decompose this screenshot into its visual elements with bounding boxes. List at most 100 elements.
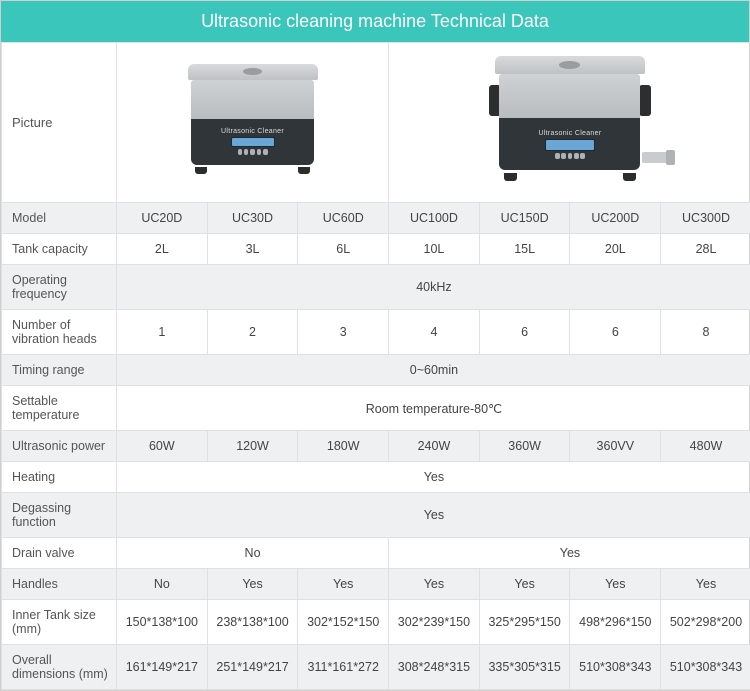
cell-overall-dimensions: 251*149*217: [207, 645, 298, 690]
cell-ultrasonic-power: 120W: [207, 431, 298, 462]
product-feet: [504, 173, 636, 181]
cell-inner-tank: 302*239*150: [389, 600, 480, 645]
product-handle-right: [639, 85, 651, 116]
cell-handles: No: [117, 569, 208, 600]
product-button: [561, 153, 566, 159]
product-lcd: [545, 139, 596, 150]
spec-table: Picture Ultrasonic Cleaner: [1, 42, 750, 690]
table-title: Ultrasonic cleaning machine Technical Da…: [1, 1, 749, 42]
cell-inner-tank: 325*295*150: [479, 600, 570, 645]
product-brand-text: Ultrasonic Cleaner: [221, 128, 284, 135]
row-degassing: Degassing function Yes: [2, 493, 750, 538]
cell-ultrasonic-power: 480W: [661, 431, 750, 462]
row-picture: Picture Ultrasonic Cleaner: [2, 43, 750, 203]
product-lcd: [231, 137, 275, 147]
label-inner-tank: Inner Tank size (mm): [2, 600, 117, 645]
product-button: [244, 149, 249, 155]
cell-timing-range: 0~60min: [117, 355, 750, 386]
label-timing-range: Timing range: [2, 355, 117, 386]
label-heating: Heating: [2, 462, 117, 493]
product-button: [250, 149, 255, 155]
cell-vibration-heads: 2: [207, 310, 298, 355]
cell-ultrasonic-power: 240W: [389, 431, 480, 462]
product-body: [191, 80, 313, 119]
product-button-row: [238, 149, 268, 155]
spec-table-container: Ultrasonic cleaning machine Technical Da…: [0, 0, 750, 691]
cell-vibration-heads: 1: [117, 310, 208, 355]
row-settable-temperature: Settable temperature Room temperature-80…: [2, 386, 750, 431]
cell-inner-tank: 498*296*150: [570, 600, 661, 645]
cell-ultrasonic-power: 180W: [298, 431, 389, 462]
product-button: [257, 149, 262, 155]
cell-handles: Yes: [298, 569, 389, 600]
cell-handles: Yes: [389, 569, 480, 600]
row-heating: Heating Yes: [2, 462, 750, 493]
product-image-large: Ultrasonic Cleaner: [495, 56, 645, 186]
product-feet: [195, 167, 309, 174]
row-ultrasonic-power: Ultrasonic power 60W 120W 180W 240W 360W…: [2, 431, 750, 462]
row-inner-tank: Inner Tank size (mm) 150*138*100 238*138…: [2, 600, 750, 645]
label-handles: Handles: [2, 569, 117, 600]
label-vibration-heads: Number of vibration heads: [2, 310, 117, 355]
product-button: [238, 149, 243, 155]
cell-ultrasonic-power: 60W: [117, 431, 208, 462]
product-brand-text: Ultrasonic Cleaner: [538, 130, 601, 137]
cell-settable-temperature: Room temperature-80℃: [117, 386, 750, 431]
cell-drain-valve-no: No: [117, 538, 389, 569]
cell-model: UC20D: [117, 203, 208, 234]
cell-overall-dimensions: 311*161*272: [298, 645, 389, 690]
label-drain-valve: Drain valve: [2, 538, 117, 569]
cell-tank-capacity: 10L: [389, 234, 480, 265]
cell-overall-dimensions: 510*308*343: [661, 645, 750, 690]
row-drain-valve: Drain valve No Yes: [2, 538, 750, 569]
cell-operating-frequency: 40kHz: [117, 265, 750, 310]
product-button: [263, 149, 268, 155]
label-operating-frequency: Operating frequency: [2, 265, 117, 310]
cell-overall-dimensions: 308*248*315: [389, 645, 480, 690]
product-button: [574, 153, 579, 159]
label-picture: Picture: [2, 43, 117, 203]
product-button: [568, 153, 573, 159]
cell-handles: Yes: [479, 569, 570, 600]
cell-inner-tank: 502*298*200: [661, 600, 750, 645]
cell-handles: Yes: [207, 569, 298, 600]
cell-tank-capacity: 15L: [479, 234, 570, 265]
row-handles: Handles No Yes Yes Yes Yes Yes Yes: [2, 569, 750, 600]
cell-overall-dimensions: 335*305*315: [479, 645, 570, 690]
row-overall-dimensions: Overall dimensions (mm) 161*149*217 251*…: [2, 645, 750, 690]
cell-handles: Yes: [570, 569, 661, 600]
cell-tank-capacity: 28L: [661, 234, 750, 265]
row-operating-frequency: Operating frequency 40kHz: [2, 265, 750, 310]
cell-ultrasonic-power: 360W: [479, 431, 570, 462]
cell-model: UC60D: [298, 203, 389, 234]
product-panel: Ultrasonic Cleaner: [191, 119, 313, 165]
cell-overall-dimensions: 510*308*343: [570, 645, 661, 690]
product-foot: [623, 173, 636, 181]
cell-drain-valve-yes: Yes: [389, 538, 750, 569]
cell-ultrasonic-power: 360VV: [570, 431, 661, 462]
product-lid-knob: [243, 68, 261, 75]
product-button: [580, 153, 585, 159]
product-image-small: Ultrasonic Cleaner: [188, 64, 318, 179]
cell-tank-capacity: 6L: [298, 234, 389, 265]
label-model: Model: [2, 203, 117, 234]
product-foot: [195, 167, 206, 174]
picture-cell-left: Ultrasonic Cleaner: [117, 43, 389, 203]
label-settable-temperature: Settable temperature: [2, 386, 117, 431]
cell-inner-tank: 150*138*100: [117, 600, 208, 645]
product-drain-cap: [666, 150, 675, 166]
cell-handles: Yes: [661, 569, 750, 600]
cell-tank-capacity: 3L: [207, 234, 298, 265]
product-foot: [504, 173, 517, 181]
product-panel: Ultrasonic Cleaner: [499, 118, 640, 170]
row-tank-capacity: Tank capacity 2L 3L 6L 10L 15L 20L 28L: [2, 234, 750, 265]
product-drain-spout: [642, 152, 669, 162]
row-vibration-heads: Number of vibration heads 1 2 3 4 6 6 8: [2, 310, 750, 355]
label-tank-capacity: Tank capacity: [2, 234, 117, 265]
product-button: [555, 153, 560, 159]
cell-model: UC150D: [479, 203, 570, 234]
cell-heating: Yes: [117, 462, 750, 493]
cell-degassing: Yes: [117, 493, 750, 538]
cell-tank-capacity: 2L: [117, 234, 208, 265]
cell-inner-tank: 238*138*100: [207, 600, 298, 645]
